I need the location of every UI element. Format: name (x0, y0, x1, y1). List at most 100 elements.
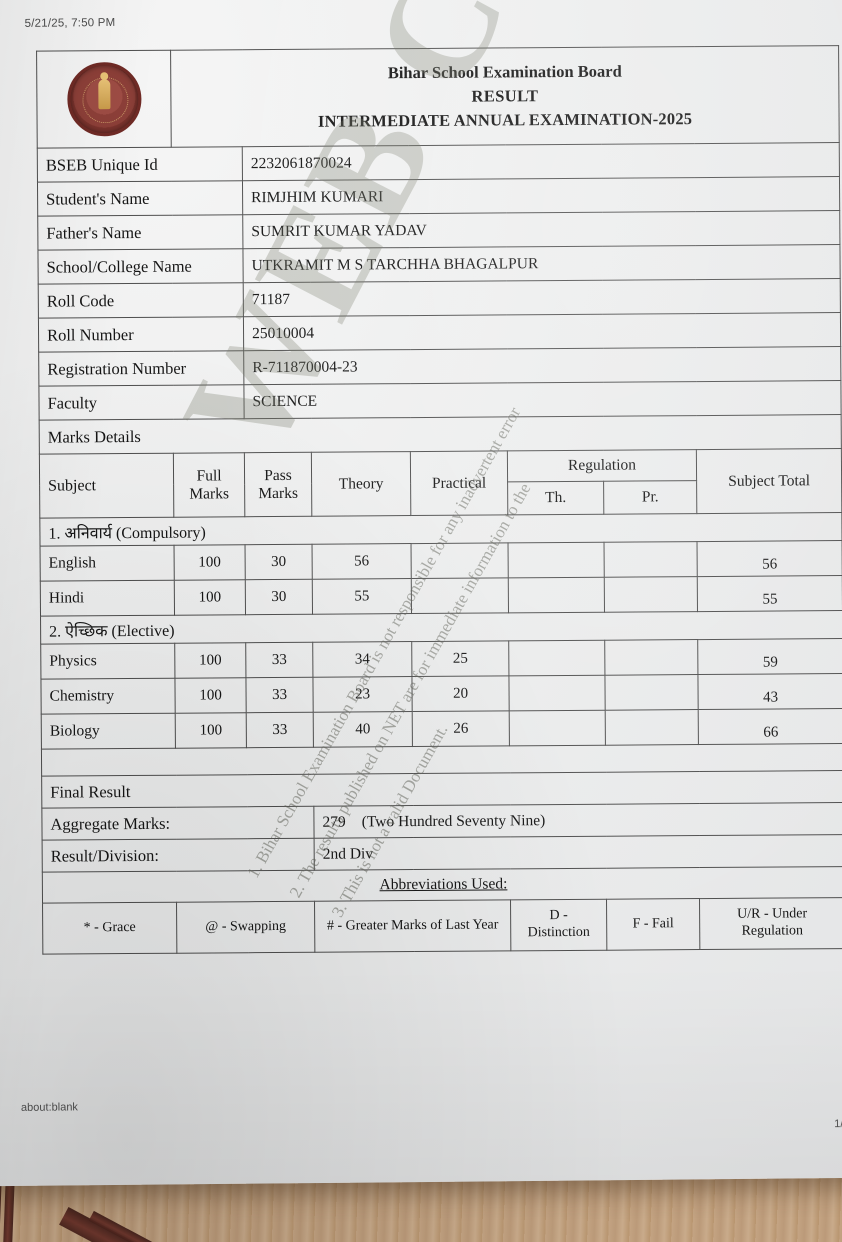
field-label: Faculty (38, 384, 245, 421)
student-row-father-name: Father's Name SUMRIT KUMAR YADAV (37, 210, 841, 251)
student-row-faculty: Faculty SCIENCE (38, 380, 842, 421)
aggregate-marks-label: Aggregate Marks: (41, 806, 315, 841)
cell-practical: 25 (411, 640, 509, 677)
field-label: Roll Number (38, 316, 244, 353)
student-row-registration: Registration Number R-711870004-23 (38, 346, 841, 387)
abbr-distinction: D - Distinction (510, 899, 607, 951)
bseb-seal-icon (66, 61, 142, 137)
cell-full-marks: 100 (174, 544, 246, 581)
field-label: Student's Name (37, 180, 243, 217)
field-label: Father's Name (37, 214, 243, 251)
masthead-cell: Bihar School Examination Board RESULT IN… (170, 45, 840, 148)
col-regulation: Regulation (507, 449, 697, 482)
cell-reg-pr (604, 639, 698, 676)
division-label: Result/Division: (42, 838, 315, 873)
print-header-date: 5/21/25, 7:50 PM (24, 16, 116, 30)
cell-subject: Hindi (40, 580, 175, 617)
abbreviations-row: * - Grace @ - Swapping # - Greater Marks… (42, 897, 842, 955)
page-content: 5/21/25, 7:50 PM (0, 0, 842, 1184)
cell-reg-th (509, 710, 606, 746)
cell-theory: 34 (312, 641, 412, 678)
cell-practical: 26 (412, 710, 510, 747)
field-value: 25010004 (243, 312, 841, 351)
abbreviations-title: Abbreviations Used: (379, 875, 508, 894)
abbr-swapping: @ - Swapping (176, 901, 315, 954)
result-table: Bihar School Examination Board RESULT IN… (36, 45, 842, 955)
cell-full-marks: 100 (175, 712, 247, 749)
table-row: Hindi 100 30 55 55 (40, 575, 842, 617)
student-row-roll-number: Roll Number 25010004 (38, 312, 841, 353)
marks-header-row-1: Subject Full Marks Pass Marks Theory Pra… (39, 448, 842, 519)
cell-reg-pr (604, 541, 698, 578)
cell-reg-th (508, 542, 605, 578)
seal-cell (36, 50, 172, 149)
cell-theory: 40 (313, 711, 413, 748)
abbr-grace: * - Grace (42, 902, 177, 955)
col-subject: Subject (39, 453, 174, 519)
field-label: Registration Number (38, 350, 244, 387)
col-regulation-th: Th. (507, 481, 604, 515)
cell-subject-total: 66 (698, 708, 842, 745)
col-full-marks: Full Marks (173, 452, 245, 518)
col-practical: Practical (410, 450, 508, 516)
cell-subject-total: 43 (697, 673, 842, 710)
marks-details-heading-row: Marks Details (39, 414, 842, 455)
seal-figure-icon (97, 78, 110, 109)
cell-theory: 55 (312, 578, 412, 615)
student-row-school: School/College Name UTKRAMIT M S TARCHHA… (37, 244, 841, 285)
print-footer-page-number: 1/ (834, 1118, 842, 1131)
cell-practical (411, 577, 509, 614)
aggregate-marks-value-cell: 279 (Two Hundred Seventy Nine) (313, 802, 842, 839)
cell-pass-marks: 30 (245, 544, 313, 580)
masthead: Bihar School Examination Board RESULT IN… (179, 58, 831, 134)
cell-pass-marks: 30 (245, 579, 313, 615)
student-row-student-name: Student's Name RIMJHIM KUMARI (37, 176, 840, 217)
field-label: Roll Code (38, 282, 244, 319)
field-value: 2232061870024 (242, 142, 840, 181)
table-row: Physics 100 33 34 25 59 (40, 638, 842, 680)
cell-pass-marks: 33 (245, 677, 314, 713)
cell-full-marks: 100 (174, 579, 246, 616)
cell-reg-pr (605, 709, 699, 746)
cell-subject: Chemistry (40, 678, 176, 715)
student-row-roll-code: Roll Code 71187 (38, 278, 841, 319)
table-row: English 100 30 56 56 (40, 540, 842, 582)
cell-practical: 20 (411, 675, 510, 712)
result-card: Bihar School Examination Board RESULT IN… (36, 45, 842, 955)
cell-pass-marks: 33 (245, 642, 313, 678)
marks-details-label: Marks Details (39, 414, 842, 455)
aggregate-marks-words: (Two Hundred Seventy Nine) (361, 811, 546, 830)
cell-theory: 23 (312, 676, 413, 713)
cell-reg-th (508, 675, 606, 711)
field-value: UTKRAMIT M S TARCHHA BHAGALPUR (242, 244, 841, 283)
exam-title: INTERMEDIATE ANNUAL EXAMINATION-2025 (317, 109, 693, 131)
table-row: Chemistry 100 33 23 20 43 (40, 673, 842, 715)
abbr-fail: F - Fail (606, 898, 700, 951)
cell-subject: Physics (40, 643, 175, 680)
field-value: SCIENCE (243, 380, 842, 419)
col-pass-marks: Pass Marks (244, 452, 312, 517)
student-row-unique-id: BSEB Unique Id 2232061870024 (37, 142, 840, 183)
table-row: Biology 100 33 40 26 66 (41, 708, 842, 750)
field-value: SUMRIT KUMAR YADAV (242, 210, 841, 249)
printed-result-sheet: 5/21/25, 7:50 PM (0, 0, 842, 1186)
cell-full-marks: 100 (174, 677, 247, 714)
cell-subject-total: 56 (697, 540, 842, 577)
field-label: BSEB Unique Id (37, 146, 243, 183)
field-value: 71187 (243, 278, 841, 317)
col-theory: Theory (311, 451, 411, 517)
field-value: R-711870004-23 (243, 346, 841, 385)
col-regulation-pr: Pr. (603, 480, 697, 515)
cell-pass-marks: 33 (246, 712, 314, 748)
cell-reg-th (508, 640, 605, 676)
field-label: School/College Name (37, 248, 244, 285)
aggregate-marks-number: 279 (322, 813, 346, 831)
cell-reg-th (508, 577, 605, 613)
cell-theory: 56 (312, 543, 412, 580)
cell-reg-pr (604, 576, 698, 613)
cell-subject: English (40, 545, 175, 582)
division-value: 2nd Div (314, 834, 842, 871)
cell-subject-total: 55 (697, 575, 842, 612)
cell-full-marks: 100 (174, 642, 246, 679)
